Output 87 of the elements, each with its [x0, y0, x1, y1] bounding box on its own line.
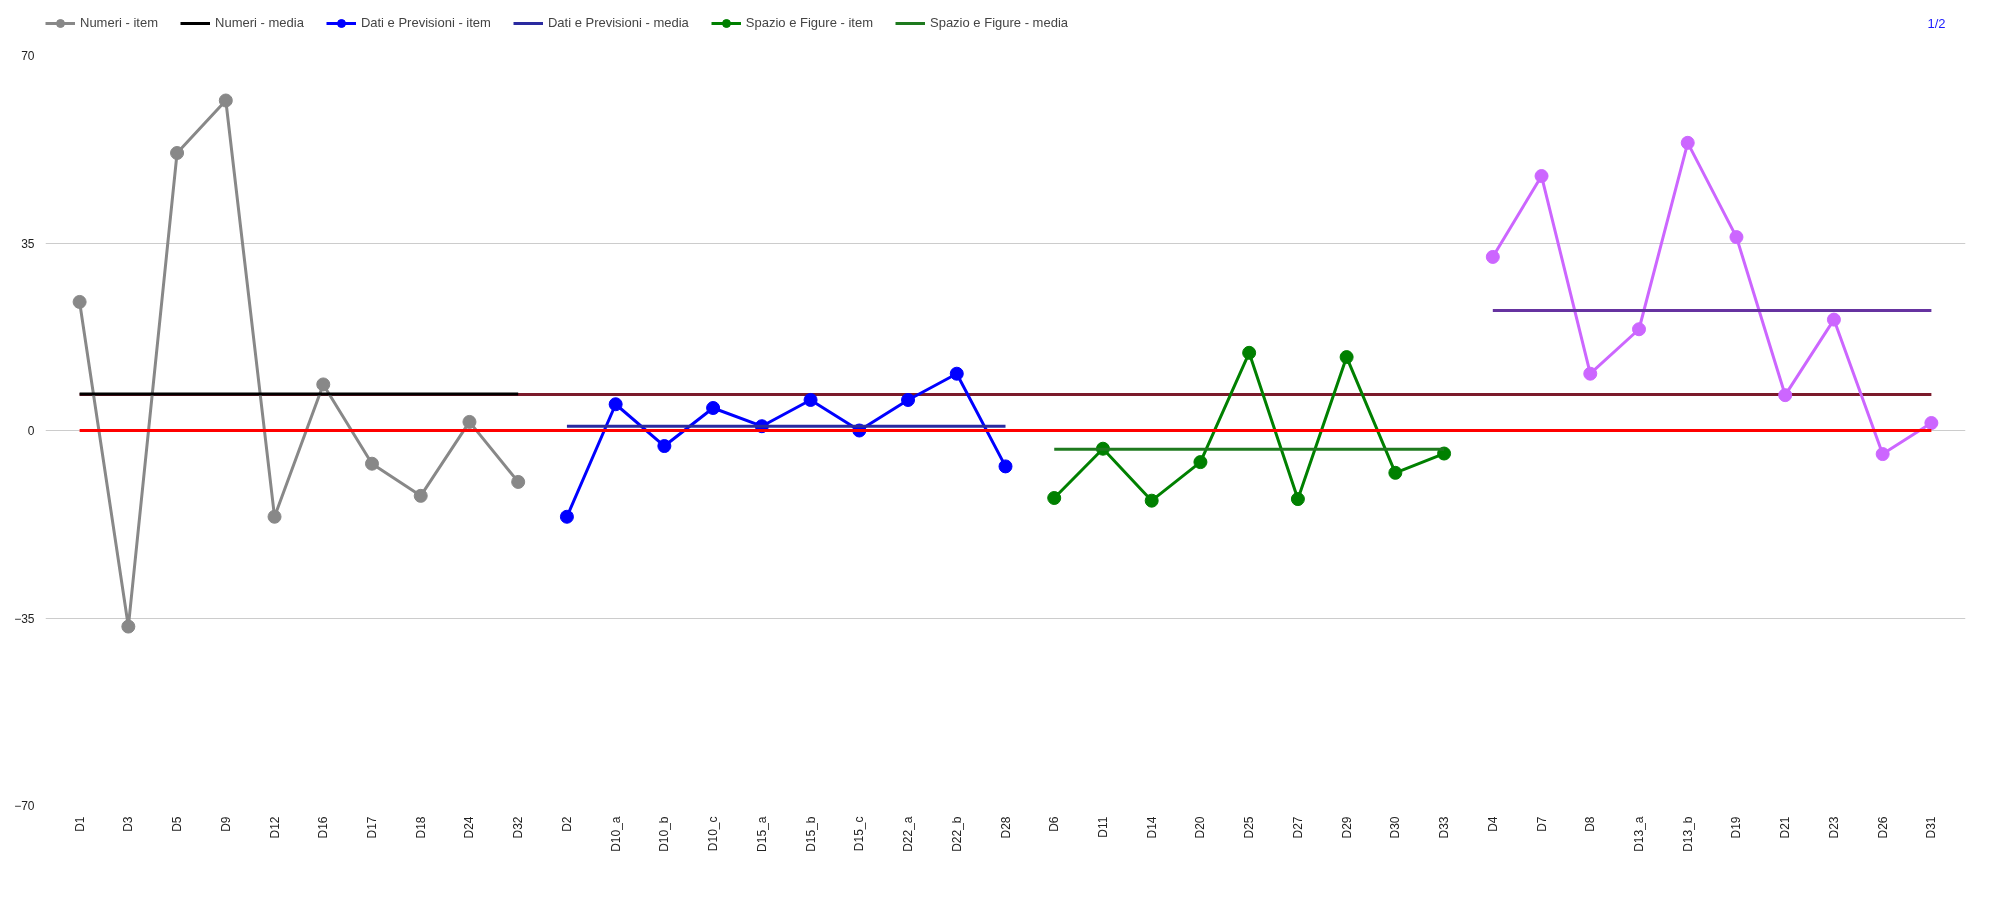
x-tick-label: D9 — [218, 816, 233, 832]
point — [949, 366, 964, 381]
point — [1729, 230, 1744, 245]
point — [657, 439, 672, 454]
x-tick-label: D16 — [316, 816, 331, 839]
x-tick-label: D3 — [121, 816, 136, 832]
point — [1242, 345, 1257, 360]
x-tick-label: D15_a — [754, 816, 769, 852]
y-tick-label: 0 — [27, 424, 35, 438]
point — [218, 93, 233, 108]
point — [170, 146, 185, 160]
y-tick-label: 70 — [21, 49, 35, 63]
point — [1388, 465, 1403, 480]
legend-label: Spazio e Figure - item — [745, 15, 873, 30]
point — [1144, 493, 1159, 508]
point — [1437, 446, 1452, 461]
x-tick-label: D27 — [1290, 816, 1305, 839]
x-tick-label: D26 — [1875, 816, 1890, 839]
point — [1826, 312, 1841, 327]
y-tick-label: 35 — [21, 236, 35, 251]
x-tick-label: D7 — [1534, 816, 1549, 832]
x-tick-label: D28 — [998, 816, 1013, 839]
x-tick-label: D31 — [1924, 816, 1939, 839]
point — [706, 401, 721, 415]
x-tick-label: D10_a — [608, 816, 623, 852]
x-tick-label: D25 — [1242, 816, 1257, 839]
x-tick-label: D23 — [1826, 816, 1841, 839]
x-tick-label: D29 — [1339, 816, 1354, 839]
x-tick-label: D32 — [511, 816, 526, 839]
point — [72, 294, 87, 309]
point — [998, 459, 1013, 474]
x-tick-label: D5 — [170, 816, 185, 832]
point — [1047, 491, 1062, 505]
point — [413, 488, 428, 503]
x-tick-label: D19 — [1729, 816, 1744, 839]
x-tick-label: D22_a — [901, 816, 916, 852]
point — [1924, 416, 1939, 430]
point — [559, 509, 574, 524]
point — [803, 392, 818, 407]
x-tick-label: D22_b — [949, 816, 964, 852]
point — [1339, 350, 1354, 365]
x-tick-label: D20 — [1193, 816, 1208, 839]
point — [511, 474, 526, 489]
x-tick-label: D15_b — [803, 816, 818, 852]
x-tick-label: D13_a — [1632, 816, 1646, 852]
point — [608, 397, 623, 412]
x-tick-label: D10_b — [657, 816, 672, 852]
point — [1680, 135, 1695, 150]
point — [1485, 249, 1500, 264]
x-tick-label: D24 — [462, 816, 477, 839]
point — [1534, 169, 1549, 184]
point — [365, 456, 379, 471]
legend-label: Dati e Previsioni - media — [547, 15, 689, 30]
x-tick-label: D14 — [1144, 816, 1159, 839]
legend-label: Numeri - item — [80, 15, 159, 30]
y-tick-label: −70 — [14, 799, 35, 813]
x-tick-label: D2 — [559, 816, 574, 832]
point — [1875, 447, 1890, 462]
point — [316, 377, 331, 392]
point — [1290, 492, 1305, 507]
point — [1632, 322, 1646, 337]
text: 1/2 — [1927, 15, 1946, 31]
point — [1193, 455, 1208, 470]
y-tick-label: −35 — [14, 611, 35, 626]
x-tick-label: D8 — [1583, 816, 1598, 832]
x-tick-label: D1 — [72, 816, 87, 832]
x-tick-label: D11 — [1095, 816, 1110, 838]
x-tick-label: D13_b — [1680, 816, 1695, 852]
x-tick-label: D30 — [1388, 816, 1403, 839]
x-tick-label: D4 — [1485, 816, 1500, 832]
x-tick-label: D12 — [267, 816, 282, 839]
x-tick-label: D6 — [1047, 816, 1062, 832]
x-tick-label: D33 — [1437, 816, 1452, 839]
x-tick-label: D10_c — [706, 816, 721, 852]
x-tick-label: D21 — [1778, 816, 1793, 839]
point — [121, 619, 136, 634]
legend-label: Dati e Previsioni - item — [360, 15, 491, 30]
point — [462, 414, 477, 429]
point — [1583, 366, 1598, 381]
point — [1778, 388, 1793, 403]
point — [267, 509, 282, 524]
point — [901, 392, 916, 407]
x-tick-label: D15_c — [852, 816, 867, 852]
x-tick-label: D17 — [365, 816, 379, 839]
legend-label: Spazio e Figure - media — [929, 15, 1068, 30]
x-tick-label: D18 — [413, 816, 428, 839]
legend-label: Numeri - media — [215, 15, 304, 30]
